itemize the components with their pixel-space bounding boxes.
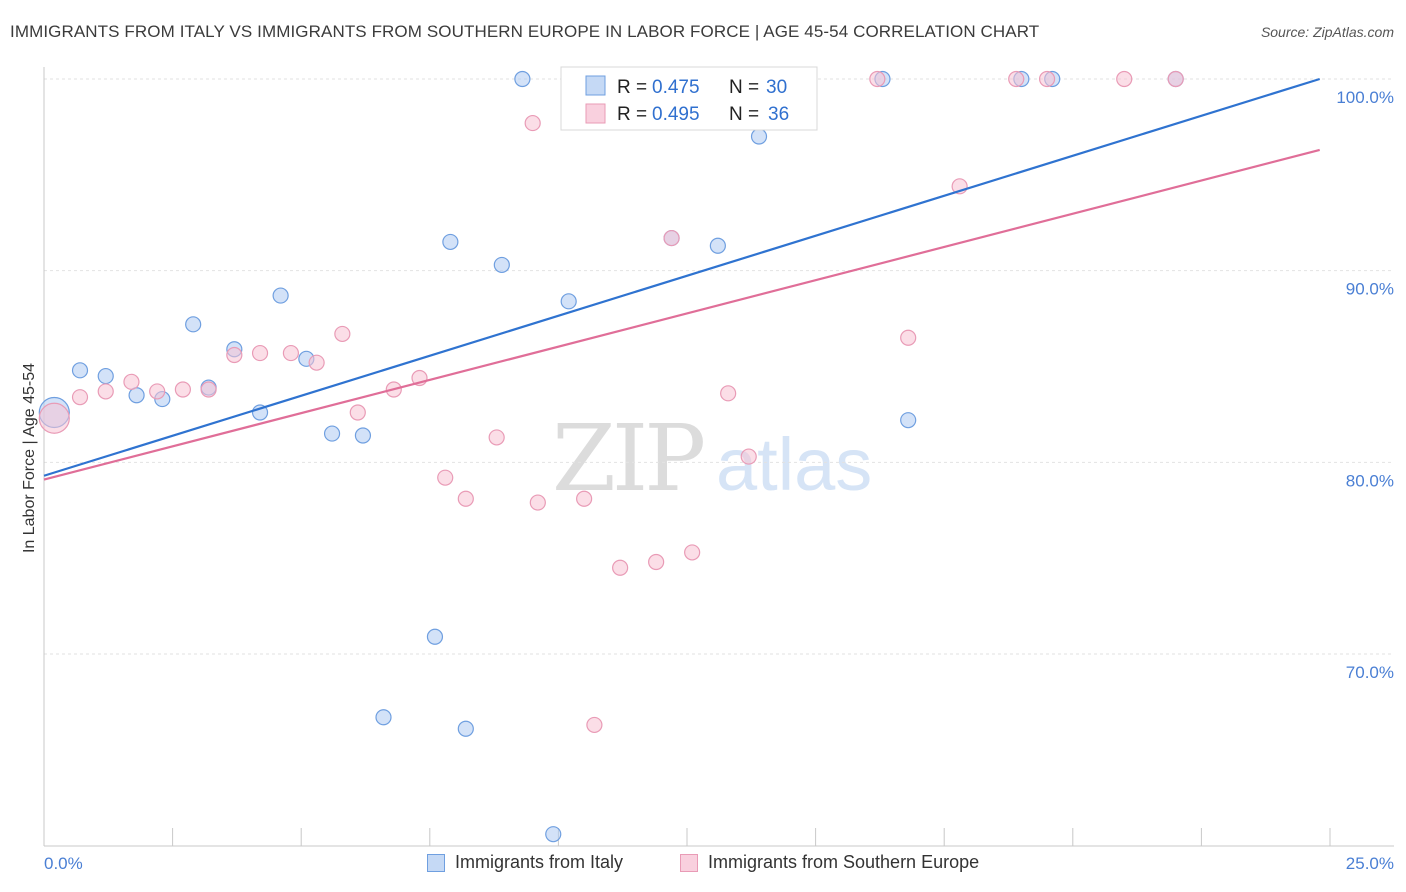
point-southern-europe-7 xyxy=(226,346,243,364)
point-southern-europe-21 xyxy=(586,716,603,734)
point-southern-europe-23 xyxy=(648,553,665,571)
bottom-legend-swatch-southern-europe xyxy=(680,853,698,872)
point-southern-europe-0 xyxy=(38,402,70,434)
bottom-legend-label-southern-europe: Immigrants from Southern Europe xyxy=(708,852,980,872)
x-tick-label-max: 25.0% xyxy=(1346,854,1394,873)
point-southern-europe-16 xyxy=(457,490,474,507)
chart-title: IMMIGRANTS FROM ITALY VS IMMIGRANTS FROM… xyxy=(10,22,1040,41)
y-axis-label: In Labor Force | Age 45-54 xyxy=(21,363,38,553)
y-tick-label-80: 80.0% xyxy=(1346,471,1394,490)
bottom-legend: Immigrants from Italy Immigrants from So… xyxy=(0,852,1406,878)
point-southern-europe-24 xyxy=(663,229,680,247)
point-southern-europe-6 xyxy=(200,381,217,398)
point-italy-1 xyxy=(71,362,89,379)
inset-legend: R = 0.475 N = 30 R = 0.495 N = 36 xyxy=(560,66,818,131)
legend-n-label-italy: N = xyxy=(729,77,759,98)
point-italy-12 xyxy=(354,427,372,444)
legend-swatch-italy xyxy=(585,75,606,96)
point-southern-europe-20 xyxy=(576,490,593,507)
point-italy-3 xyxy=(128,387,145,404)
watermark-atlas: atlas xyxy=(716,423,872,506)
point-southern-europe-27 xyxy=(740,448,757,465)
point-italy-14 xyxy=(426,628,444,645)
point-italy-24 xyxy=(750,128,768,145)
axes xyxy=(43,67,1394,847)
legend-n-label-southern-europe: N = xyxy=(729,104,759,125)
point-southern-europe-34 xyxy=(1116,70,1133,88)
y-tick-label-90: 90.0% xyxy=(1346,280,1394,299)
legend-r-label-southern-europe: R = xyxy=(617,104,647,125)
source-credit: Source: ZipAtlas.com xyxy=(1260,24,1394,40)
point-southern-europe-3 xyxy=(123,373,140,390)
point-southern-europe-35 xyxy=(1167,70,1184,88)
trend-line-southern-europe xyxy=(43,148,1320,481)
y-tick-labels: 70.0% 80.0% 90.0% 100.0% xyxy=(1336,88,1394,682)
point-italy-19 xyxy=(545,826,562,843)
point-southern-europe-25 xyxy=(684,544,701,561)
x-tick-label-min: 0.0% xyxy=(44,854,83,873)
point-southern-europe-33 xyxy=(1038,70,1056,88)
watermark-zip: ZIP xyxy=(552,405,703,512)
y-tick-label-70: 70.0% xyxy=(1346,663,1394,682)
legend-r-value-italy: 0.475 xyxy=(652,77,700,98)
bottom-legend-swatch-italy xyxy=(427,853,445,872)
trend-lines xyxy=(43,77,1321,481)
point-southern-europe-15 xyxy=(437,469,454,486)
point-italy-5 xyxy=(185,316,202,333)
point-southern-europe-10 xyxy=(308,354,325,371)
point-southern-europe-1 xyxy=(71,389,89,406)
point-italy-20 xyxy=(560,293,577,310)
point-italy-13 xyxy=(375,709,392,726)
x-ticks xyxy=(172,828,1331,846)
point-southern-europe-29 xyxy=(869,70,886,88)
watermark: ZIP atlas xyxy=(552,405,872,512)
point-southern-europe-9 xyxy=(282,344,300,362)
point-southern-europe-19 xyxy=(529,494,546,511)
point-southern-europe-17 xyxy=(488,429,505,446)
legend-r-value-southern-europe: 0.495 xyxy=(652,104,700,125)
point-southern-europe-32 xyxy=(1008,70,1025,88)
point-italy-15 xyxy=(442,233,459,251)
point-southern-europe-4 xyxy=(149,383,166,400)
point-italy-2 xyxy=(97,367,114,385)
point-italy-16 xyxy=(457,720,474,737)
point-italy-26 xyxy=(900,412,917,429)
point-italy-17 xyxy=(493,256,510,274)
y-tick-label-100: 100.0% xyxy=(1336,88,1394,107)
legend-n-value-italy: 30 xyxy=(766,77,787,98)
legend-swatch-southern-europe xyxy=(585,103,606,124)
point-italy-9 xyxy=(272,287,289,304)
point-southern-europe-18 xyxy=(524,114,541,132)
point-southern-europe-5 xyxy=(174,381,191,398)
legend-n-value-southern-europe: 36 xyxy=(768,104,789,125)
bottom-legend-label-italy: Immigrants from Italy xyxy=(455,852,624,872)
bottom-legend-southern-europe: Immigrants from Southern Europe xyxy=(680,852,979,873)
point-southern-europe-26 xyxy=(720,385,737,402)
legend-r-label-italy: R = xyxy=(617,77,647,98)
bottom-legend-italy: Immigrants from Italy xyxy=(427,852,623,873)
point-southern-europe-30 xyxy=(900,329,917,346)
point-southern-europe-2 xyxy=(97,383,114,400)
point-southern-europe-22 xyxy=(612,559,629,576)
point-southern-europe-8 xyxy=(251,344,269,362)
point-italy-11 xyxy=(323,425,341,442)
point-italy-23 xyxy=(709,237,726,254)
point-italy-18 xyxy=(514,70,531,88)
gridlines xyxy=(44,78,1394,655)
point-southern-europe-12 xyxy=(349,404,366,421)
trend-line-italy xyxy=(43,77,1321,477)
point-southern-europe-11 xyxy=(334,325,351,343)
